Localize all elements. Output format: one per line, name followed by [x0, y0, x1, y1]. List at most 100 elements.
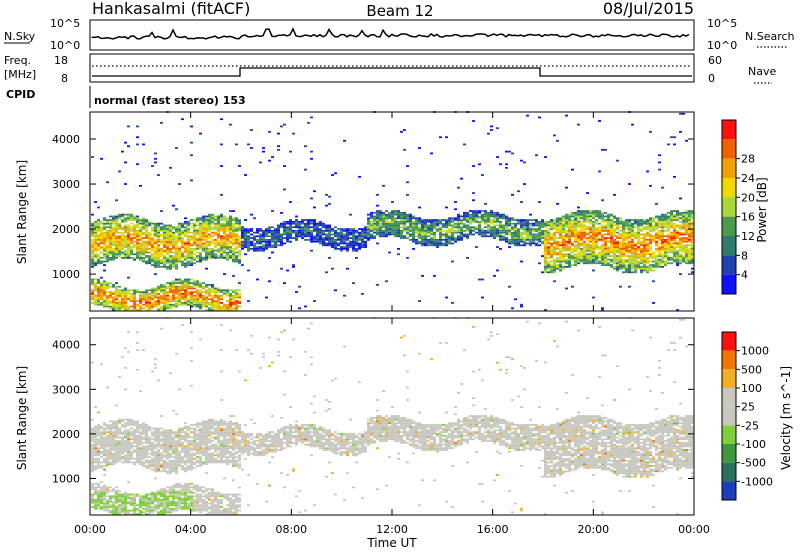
power-cell — [208, 247, 211, 250]
power-cell — [154, 222, 157, 225]
power-cell — [562, 228, 565, 230]
power-cell — [598, 251, 601, 254]
power-cell — [682, 260, 685, 263]
power-cell — [244, 219, 247, 221]
power-cell — [163, 235, 166, 238]
power-cell — [685, 139, 688, 142]
velocity-cell — [103, 445, 106, 448]
velocity-cell — [112, 459, 115, 462]
power-cell — [121, 150, 124, 153]
power-cell — [238, 258, 241, 261]
velocity-cell — [94, 459, 97, 462]
power-cell — [160, 258, 163, 261]
power-cell — [553, 265, 556, 268]
power-cell — [250, 213, 253, 216]
power-cell — [517, 233, 520, 236]
power-cell — [454, 240, 457, 243]
power-cell — [157, 307, 160, 310]
power-cell — [649, 269, 652, 272]
power-cell — [622, 220, 625, 223]
power-cell — [175, 231, 178, 234]
power-cell — [250, 244, 253, 247]
power-cell — [667, 244, 670, 247]
power-cell — [118, 294, 121, 297]
power-cell — [502, 217, 505, 220]
power-cell — [538, 235, 541, 238]
power-cell — [220, 298, 223, 301]
power-cell — [193, 219, 196, 221]
power-cell — [580, 210, 583, 212]
power-cell — [610, 265, 613, 268]
power-cell — [208, 242, 211, 245]
power-cell — [598, 215, 601, 218]
velocity-cell — [124, 497, 127, 499]
power-cell — [418, 219, 421, 221]
velocity-cell — [121, 456, 124, 458]
power-cell — [175, 242, 178, 245]
velocity-cell — [97, 429, 100, 432]
power-cell — [511, 242, 514, 245]
power-cell — [583, 217, 586, 220]
power-cell — [643, 264, 646, 266]
power-cell — [172, 260, 175, 263]
velocity-cell — [97, 452, 100, 455]
power-cell — [505, 233, 508, 236]
power-cell — [187, 242, 190, 245]
power-cell — [268, 228, 271, 230]
power-cell — [97, 282, 100, 284]
power-cell — [460, 215, 463, 218]
power-cell — [538, 220, 541, 223]
velocity-cell — [97, 482, 100, 485]
power-cell — [361, 244, 364, 247]
power-cell — [544, 235, 547, 238]
power-cell — [112, 251, 115, 254]
freq-tick-bottom: 8 — [61, 72, 68, 85]
power-cell — [490, 125, 493, 128]
power-cell — [292, 222, 295, 225]
power-cell — [190, 247, 193, 250]
power-cell — [358, 233, 361, 236]
power-cell — [112, 300, 115, 302]
power-cell — [541, 229, 544, 232]
power-cell — [196, 247, 199, 250]
power-cell — [553, 262, 556, 265]
power-cell — [103, 228, 106, 230]
power-cell — [190, 141, 193, 144]
power-cell — [595, 229, 598, 232]
power-cell — [628, 224, 631, 227]
velocity-cell — [133, 424, 136, 426]
power-cell — [232, 210, 235, 212]
power-cell — [655, 222, 658, 225]
velocity-cell — [115, 459, 118, 462]
power-cell — [553, 267, 556, 270]
power-cell — [547, 222, 550, 225]
velocity-cell — [100, 363, 103, 366]
power-cell — [205, 267, 208, 270]
velocity-cell — [109, 461, 112, 464]
power-cell — [589, 237, 592, 239]
power-cell — [292, 220, 295, 223]
power-cell — [658, 260, 661, 263]
power-cell — [124, 183, 127, 185]
power-cell — [190, 242, 193, 245]
power-cell — [688, 217, 691, 220]
velocity-cell — [112, 490, 115, 492]
power-cell — [673, 175, 676, 178]
velocity-cell — [109, 454, 112, 457]
power-cell — [565, 258, 568, 261]
power-cell — [166, 237, 169, 239]
power-cell — [112, 219, 115, 221]
power-cell — [238, 219, 241, 221]
power-cell — [118, 249, 121, 252]
power-cell — [568, 258, 571, 261]
power-cell — [580, 217, 583, 220]
power-cell — [172, 247, 175, 250]
power-cell — [172, 298, 175, 301]
power-cell — [187, 256, 190, 259]
power-cell — [688, 251, 691, 254]
power-cell — [364, 226, 367, 229]
colorbar-swatch — [722, 236, 736, 256]
power-cell — [280, 244, 283, 247]
power-cell — [298, 285, 301, 288]
power-cell — [655, 264, 658, 266]
